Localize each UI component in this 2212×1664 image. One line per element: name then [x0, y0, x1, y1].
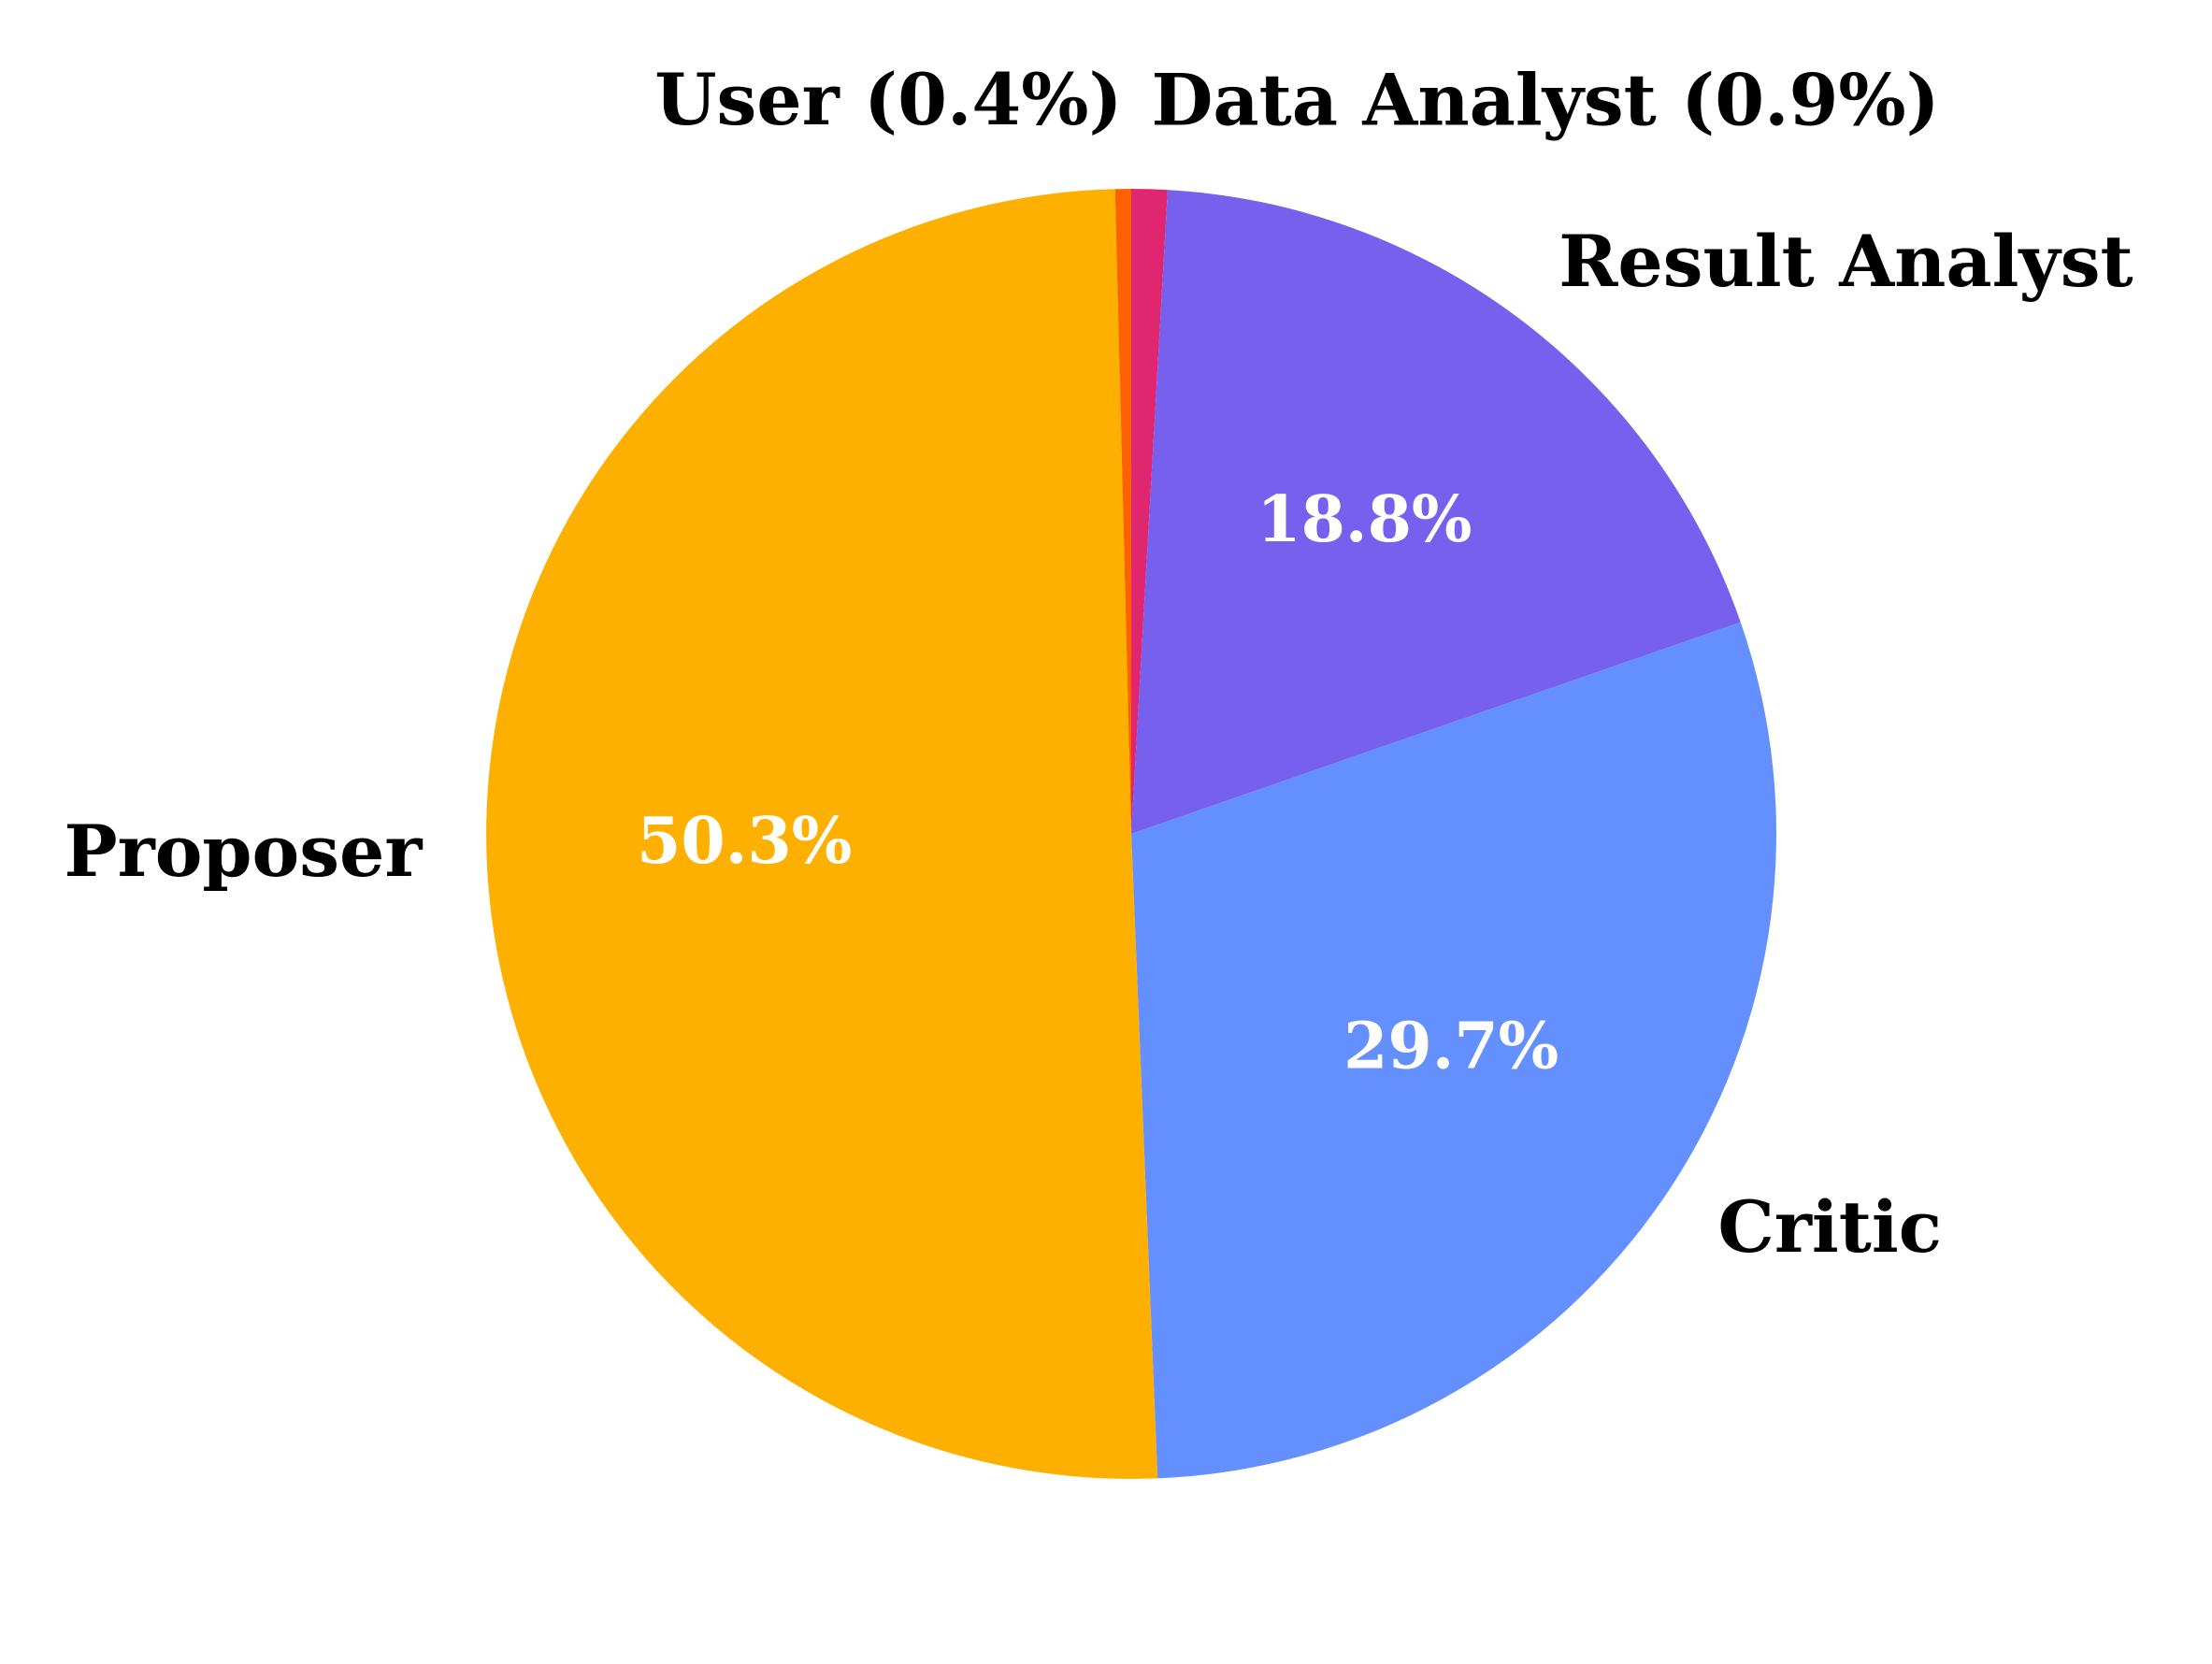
pie-slice-user [1114, 189, 1131, 834]
slice-label-user: User (0.4%) [654, 58, 1122, 141]
slice-percent-critic: 29.7% [1343, 1010, 1558, 1084]
slice-percent-result-analyst: 18.8% [1257, 482, 1472, 557]
percentage-labels: 18.8% 29.7% 50.3% [637, 482, 1558, 1083]
slice-label-critic: Critic [1717, 1185, 1942, 1269]
pie-slice-critic [1131, 622, 1776, 1479]
pie-slice-result-analyst [1131, 190, 1741, 835]
category-labels: Data Analyst (0.9%) Result Analyst Critic P… [65, 58, 2133, 1269]
pie-slice-data-analyst [1131, 188, 1168, 834]
pie-slices [486, 188, 1776, 1480]
pie-slice-proposer [486, 189, 1158, 1480]
slice-percent-proposer: 50.3% [637, 804, 852, 879]
slice-label-result-analyst: Result Analyst [1558, 220, 2133, 303]
slice-label-proposer: Proposer [65, 810, 424, 893]
slice-label-data-analyst: Data Analyst (0.9%) [1151, 58, 1939, 141]
